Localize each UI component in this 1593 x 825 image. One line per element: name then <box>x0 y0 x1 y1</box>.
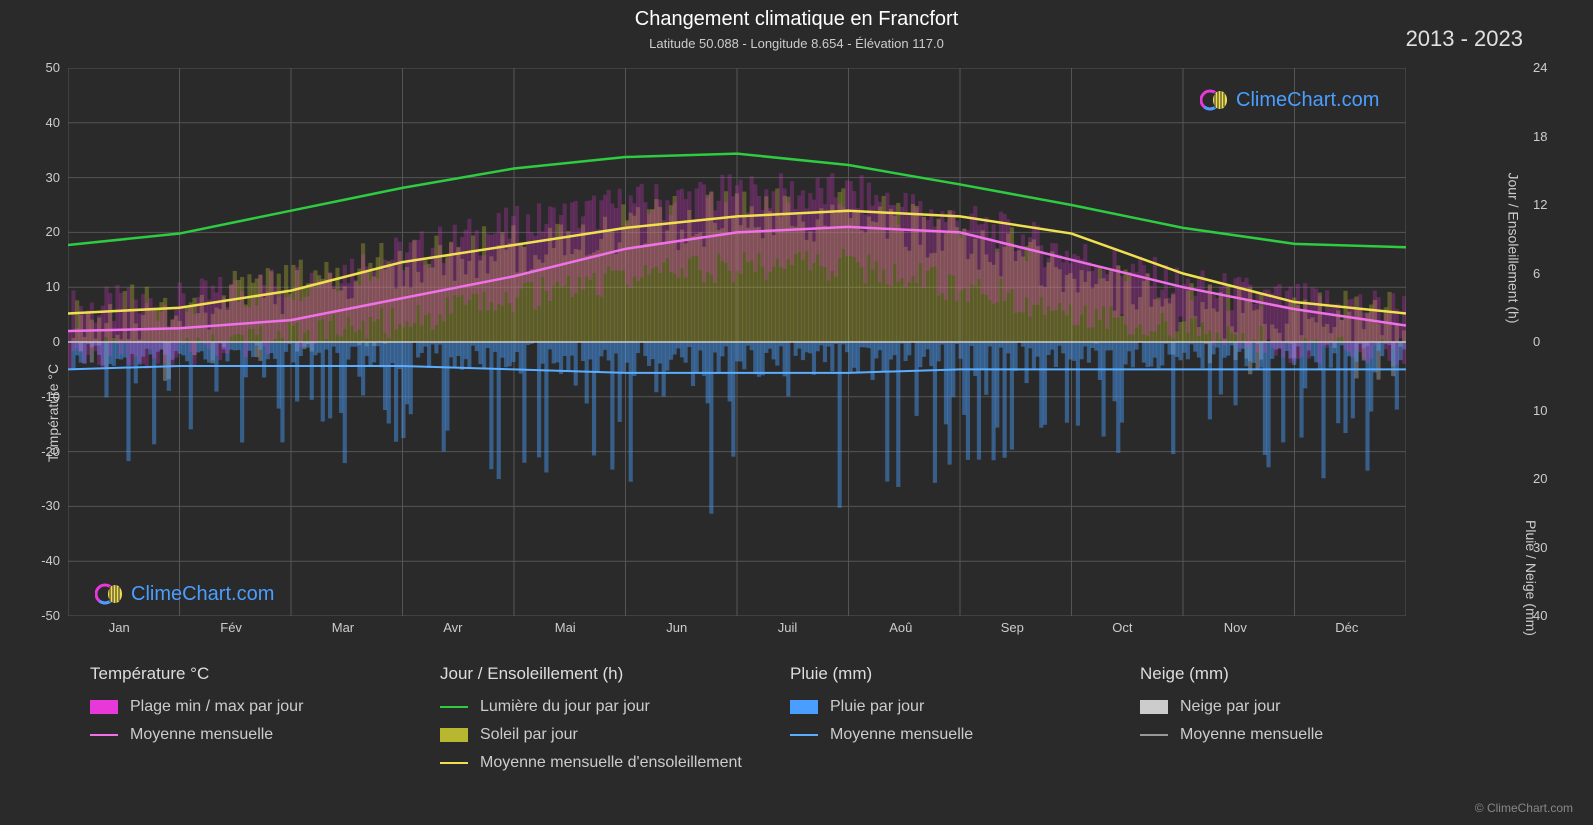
x-tick: Juil <box>778 620 798 635</box>
watermark-text: ClimeChart.com <box>131 583 274 606</box>
legend-swatch <box>440 706 468 708</box>
y-left-tick: -40 <box>41 553 60 568</box>
y-left-tick: -10 <box>41 389 60 404</box>
legend-swatch <box>90 700 118 714</box>
y-left-tick: 20 <box>46 224 60 239</box>
chart-subtitle: Latitude 50.088 - Longitude 8.654 - Élév… <box>0 36 1593 51</box>
y-right-top-tick: 24 <box>1533 60 1547 75</box>
legend-label: Moyenne mensuelle <box>1180 726 1323 744</box>
x-tick: Mar <box>332 620 354 635</box>
legend-item: Moyenne mensuelle <box>1140 726 1490 744</box>
climate-chart: Changement climatique en Francfort Latit… <box>0 0 1593 825</box>
x-tick: Fév <box>220 620 242 635</box>
plot-area <box>68 68 1406 616</box>
y-left-tick: 50 <box>46 60 60 75</box>
x-tick: Nov <box>1224 620 1247 635</box>
legend-label: Pluie par jour <box>830 698 924 716</box>
legend-label: Plage min / max par jour <box>130 698 303 716</box>
legend-item: Plage min / max par jour <box>90 698 440 716</box>
watermark-text: ClimeChart.com <box>1236 89 1379 112</box>
y-axis-right: 0612182410203040 <box>1529 68 1569 616</box>
y-left-tick: 0 <box>53 334 60 349</box>
legend-item: Moyenne mensuelle <box>790 726 1140 744</box>
watermark: ClimeChart.com <box>95 580 274 608</box>
x-tick: Déc <box>1335 620 1358 635</box>
legend-column: Température °C Plage min / max par jour Mo… <box>90 664 440 782</box>
legend-label: Moyenne mensuelle <box>830 726 973 744</box>
x-tick: Oct <box>1112 620 1132 635</box>
y-right-top-tick: 0 <box>1533 334 1540 349</box>
x-axis: Jan Fév Mar Avr Mai Jun Juil Aoû Sep Oct Nov Déc <box>68 616 1406 646</box>
legend-item: Soleil par jour <box>440 726 790 744</box>
y-right-top-tick: 12 <box>1533 197 1547 212</box>
x-tick: Jan <box>109 620 130 635</box>
legend-swatch <box>90 734 118 736</box>
climechart-logo-icon <box>1200 86 1228 114</box>
y-left-tick: 40 <box>46 115 60 130</box>
legend-label: Moyenne mensuelle <box>130 726 273 744</box>
x-tick: Avr <box>443 620 462 635</box>
legend-item: Moyenne mensuelle <box>90 726 440 744</box>
legend-column: Pluie (mm) Pluie par jour Moyenne mensuell… <box>790 664 1140 782</box>
y-left-tick: -50 <box>41 608 60 623</box>
x-tick: Sep <box>1001 620 1024 635</box>
y-right-top-tick: 6 <box>1533 266 1540 281</box>
legend-item: Moyenne mensuelle d'ensoleillement <box>440 754 790 772</box>
legend-column: Jour / Ensoleillement (h) Lumière du jour… <box>440 664 790 782</box>
y-right-bot-tick: 20 <box>1533 471 1547 486</box>
y-left-tick: -30 <box>41 498 60 513</box>
legend: Température °C Plage min / max par jour Mo… <box>90 664 1490 782</box>
legend-swatch <box>440 762 468 764</box>
legend-column: Neige (mm) Neige par jour Moyenne mensuell… <box>1140 664 1490 782</box>
y-left-tick: 10 <box>46 279 60 294</box>
y-left-tick: 30 <box>46 170 60 185</box>
y-axis-right-top-label: Jour / Ensoleillement (h) <box>1506 172 1522 323</box>
x-tick: Aoû <box>889 620 912 635</box>
y-axis-left: -50-40-30-20-1001020304050 <box>24 68 64 616</box>
legend-label: Neige par jour <box>1180 698 1281 716</box>
climechart-logo-icon <box>95 580 123 608</box>
legend-swatch <box>440 728 468 742</box>
legend-item: Neige par jour <box>1140 698 1490 716</box>
x-tick: Mai <box>555 620 576 635</box>
plot-svg <box>68 68 1406 616</box>
legend-header: Pluie (mm) <box>790 664 1140 684</box>
legend-label: Soleil par jour <box>480 726 578 744</box>
watermark: ClimeChart.com <box>1200 86 1379 114</box>
chart-title: Changement climatique en Francfort <box>0 8 1593 31</box>
legend-swatch <box>1140 734 1168 736</box>
y-right-top-tick: 18 <box>1533 129 1547 144</box>
legend-item: Lumière du jour par jour <box>440 698 790 716</box>
x-tick: Jun <box>666 620 687 635</box>
legend-item: Pluie par jour <box>790 698 1140 716</box>
legend-swatch <box>790 734 818 736</box>
legend-swatch <box>1140 700 1168 714</box>
legend-label: Lumière du jour par jour <box>480 698 650 716</box>
y-right-bot-tick: 10 <box>1533 403 1547 418</box>
y-left-tick: -20 <box>41 444 60 459</box>
legend-header: Température °C <box>90 664 440 684</box>
legend-swatch <box>790 700 818 714</box>
legend-header: Neige (mm) <box>1140 664 1490 684</box>
y-right-bot-tick: 30 <box>1533 540 1547 555</box>
legend-header: Jour / Ensoleillement (h) <box>440 664 790 684</box>
copyright: © ClimeChart.com <box>1475 801 1573 815</box>
year-range: 2013 - 2023 <box>1406 26 1523 52</box>
legend-label: Moyenne mensuelle d'ensoleillement <box>480 754 742 772</box>
y-right-bot-tick: 40 <box>1533 608 1547 623</box>
